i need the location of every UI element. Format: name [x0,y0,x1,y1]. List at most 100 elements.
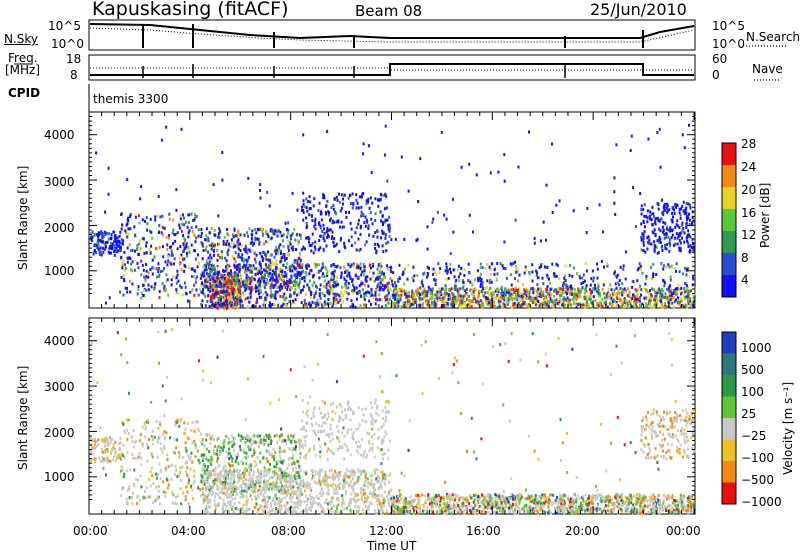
echo-cell [129,213,132,217]
echo-cell [122,422,125,426]
echo-cell [218,453,221,457]
echo-cell [392,301,395,305]
echo-cell [206,262,209,266]
echo-cell [678,226,681,230]
echo-cell [271,453,273,457]
echo-cell [222,270,225,273]
echo-cell [443,296,446,300]
echo-cell [178,455,181,459]
echo-cell [216,271,219,275]
echo-cell [228,274,231,278]
echo-cell [256,297,258,301]
echo-cell [287,474,290,478]
echo-cell [299,261,302,264]
echo-cell [302,191,305,195]
echo-cell [301,205,303,209]
echo-cell [239,296,242,300]
echo-cell [172,242,174,246]
echo-cell [205,469,208,473]
echo-cell [469,299,472,303]
echo-cell [153,435,156,439]
echo-cell [182,491,185,495]
echo-cell [548,290,551,294]
echo-cell [374,291,377,295]
echo-cell [693,303,696,307]
echo-cell [236,299,239,303]
echo-cell [184,441,187,445]
echo-cell [220,446,223,450]
echo-cell [492,297,495,301]
echo-cell [594,283,596,287]
echo-cell [685,284,688,288]
echo-cell [252,480,254,484]
echo-cell [330,264,333,268]
echo-cell [578,292,581,296]
echo-cell [120,227,123,231]
echo-cell [340,504,343,508]
echo-cell [687,245,690,249]
echo-cell [275,481,278,485]
echo-cell [130,262,132,266]
echo-cell [163,436,166,439]
echo-cell [585,269,588,273]
echo-cell [261,270,264,274]
echo-cell [621,282,624,285]
echo-cell [372,295,375,299]
echo-cell [168,236,170,240]
echo-cell [490,280,493,284]
echo-cell [566,301,569,305]
echo-cell [292,460,295,464]
echo-cell [253,257,256,261]
echo-cell [231,272,234,276]
echo-cell [664,221,667,225]
echo-cell [511,292,514,296]
echo-cell [204,464,207,468]
echo-cell [589,294,592,298]
echo-cell [390,279,393,283]
echo-cell [280,278,283,282]
echo-cell [670,236,673,240]
echo-cell [122,454,125,458]
echo-cell [276,251,279,255]
echo-cell [434,283,437,286]
echo-cell [667,299,670,303]
echo-cell [665,247,668,251]
echo-cell [388,235,391,239]
echo-cell [222,275,224,279]
echo-cell [673,212,676,215]
echo-cell [259,227,262,231]
echo-cell [225,434,228,438]
echo-cell [198,261,201,265]
echo-cell [187,454,190,458]
echo-cell [517,165,520,169]
echo-cell [340,193,343,197]
echo-cell [520,305,523,309]
echo-cell [592,279,595,283]
echo-cell [224,284,227,288]
echo-cell [249,282,252,286]
echo-cell [180,418,183,421]
echo-cell [145,263,148,266]
echo-cell [446,302,449,305]
echo-cell [678,270,681,274]
echo-cell [174,423,177,427]
echo-cell [368,270,371,274]
echo-cell [431,302,434,306]
echo-cell [380,281,383,285]
echo-cell [137,242,140,246]
echo-cell [231,297,234,301]
echo-cell [232,305,235,309]
echo-cell [143,289,145,293]
echo-cell [362,152,365,156]
echo-cell [267,268,270,272]
echo-cell [173,501,176,505]
echo-cell [488,281,491,285]
echo-cell [136,261,139,265]
echo-cell [453,287,456,291]
echo-cell [463,274,466,277]
echo-cell [218,242,220,246]
echo-cell [335,212,337,216]
echo-cell [646,304,648,307]
echo-cell [209,253,212,257]
echo-cell [247,277,250,281]
